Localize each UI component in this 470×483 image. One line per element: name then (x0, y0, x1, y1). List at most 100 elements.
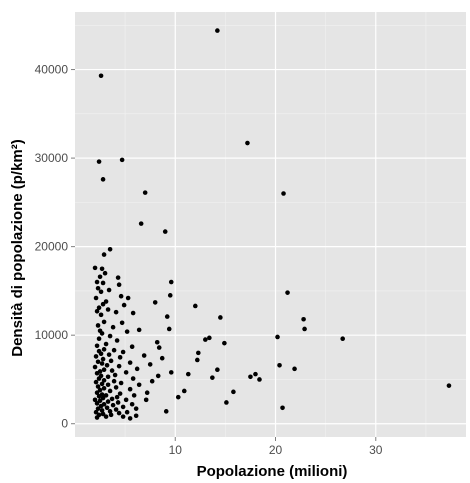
data-point (253, 371, 258, 377)
data-point (167, 293, 173, 298)
grid-lines (75, 12, 466, 437)
data-point (143, 397, 149, 403)
data-point (131, 393, 137, 398)
data-point (101, 367, 107, 373)
axes: 10 20 30 0 10000 20000 30000 40000 (35, 63, 383, 457)
data-point (218, 315, 223, 320)
data-point (129, 344, 135, 349)
data-points (92, 28, 452, 421)
data-point (94, 279, 100, 285)
data-point (95, 323, 101, 328)
data-point (119, 157, 125, 163)
data-point (108, 412, 114, 418)
data-point (93, 379, 99, 385)
data-point (100, 356, 106, 362)
data-point (96, 159, 102, 164)
data-point (118, 380, 124, 386)
data-point (245, 140, 250, 146)
data-point (110, 402, 116, 408)
data-point (96, 376, 102, 381)
data-point (103, 341, 109, 347)
data-point (107, 246, 113, 252)
data-point (127, 360, 133, 365)
data-point (292, 366, 297, 372)
data-point (109, 368, 115, 373)
data-point (109, 396, 115, 402)
data-point (301, 316, 306, 322)
data-point (92, 364, 98, 370)
data-point (103, 299, 109, 304)
data-point (94, 370, 100, 376)
data-point (142, 190, 148, 195)
data-point (100, 301, 106, 307)
y-tick-label: 30000 (35, 151, 69, 165)
data-point (181, 388, 187, 394)
data-point (99, 331, 105, 336)
data-point (94, 390, 100, 396)
data-point (118, 293, 124, 299)
data-point (96, 393, 102, 399)
y-tick-label: 20000 (35, 240, 69, 254)
data-point (123, 370, 129, 375)
data-point (141, 353, 147, 358)
panel-background (75, 12, 466, 437)
data-point (114, 338, 120, 343)
data-point (93, 354, 99, 359)
data-point (115, 275, 121, 280)
data-point (155, 373, 161, 379)
data-point (116, 282, 122, 288)
data-point (98, 351, 104, 357)
data-point (124, 329, 130, 334)
data-point (119, 320, 125, 326)
data-point (95, 359, 101, 365)
data-point (111, 378, 117, 384)
data-point (280, 405, 285, 411)
data-point (340, 336, 345, 342)
data-point (285, 290, 290, 295)
data-point (149, 378, 155, 384)
y-tick-label: 40000 (35, 63, 69, 77)
x-tick-label: 30 (369, 443, 383, 457)
data-point (134, 366, 140, 372)
data-point (302, 326, 307, 332)
data-point (136, 327, 142, 333)
data-point (92, 265, 98, 271)
data-point (138, 221, 144, 226)
data-point (114, 394, 120, 400)
data-point (107, 388, 113, 394)
data-point (193, 303, 198, 309)
y-axis-title: Densità di popolazione (p/km²) (9, 139, 26, 357)
data-point (120, 414, 126, 419)
data-point (159, 355, 165, 361)
data-point (152, 300, 158, 305)
data-point (166, 326, 172, 332)
data-point (101, 378, 107, 383)
data-point (94, 308, 100, 314)
data-point (133, 413, 139, 419)
data-point (95, 406, 101, 411)
data-point (108, 358, 114, 364)
data-point (105, 382, 111, 388)
data-point (92, 397, 98, 403)
data-point (110, 324, 116, 330)
data-point (196, 350, 201, 356)
data-point (98, 312, 104, 318)
data-point (105, 399, 111, 404)
data-point (96, 336, 102, 342)
data-point (222, 340, 227, 346)
data-point (215, 367, 220, 373)
data-point (105, 374, 111, 380)
data-point (97, 387, 103, 393)
data-point (168, 370, 174, 375)
data-point (100, 395, 106, 401)
data-point (203, 337, 208, 342)
data-point (130, 310, 136, 316)
data-point (95, 285, 101, 291)
data-point (100, 411, 106, 417)
data-point (163, 409, 169, 414)
data-point (107, 333, 113, 339)
data-point (175, 394, 181, 400)
data-point (94, 401, 100, 406)
data-point (115, 400, 121, 405)
